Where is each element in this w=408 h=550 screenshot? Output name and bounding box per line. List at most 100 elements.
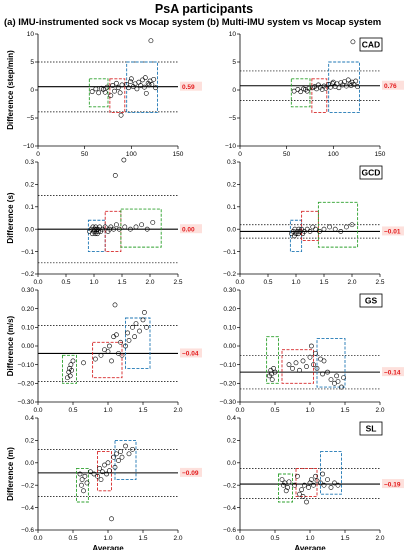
y-tick-label: 0.0 xyxy=(25,226,34,233)
data-point xyxy=(116,226,122,232)
data-point xyxy=(118,449,123,454)
y-tick-label: 0.2 xyxy=(25,438,34,445)
group-box-orange xyxy=(109,78,126,113)
x-tick-label: 1.0 xyxy=(103,407,112,414)
y-tick-label: 0.0 xyxy=(227,460,236,467)
group-box-green xyxy=(120,208,162,248)
data-point xyxy=(140,77,145,83)
data-point xyxy=(132,334,137,340)
x-tick-label: 0.0 xyxy=(235,535,244,542)
y-axis-title: Difference (m/s) xyxy=(6,315,15,376)
data-point xyxy=(98,477,104,482)
data-point xyxy=(335,379,341,384)
data-point xyxy=(119,454,125,460)
data-point xyxy=(109,516,114,522)
data-point xyxy=(108,93,114,98)
y-tick-label: −0.2 xyxy=(21,482,34,489)
y-tick-label: 0.20 xyxy=(223,306,236,313)
bias-label: −0.14 xyxy=(384,369,401,376)
data-point xyxy=(311,362,316,368)
x-tick-label: 2.0 xyxy=(347,279,356,286)
x-tick-label: 1.5 xyxy=(340,535,349,542)
group-box-green xyxy=(76,467,89,503)
x-tick-label: 0.0 xyxy=(33,279,42,286)
y-tick-label: 5 xyxy=(232,59,236,66)
bias-label: 0.59 xyxy=(182,84,195,91)
data-point xyxy=(137,328,142,334)
y-axis-title: Difference (s) xyxy=(6,192,15,243)
data-point xyxy=(81,360,86,366)
x-tick-label: 100 xyxy=(126,151,137,158)
y-tick-label: −0.1 xyxy=(223,249,236,256)
data-point xyxy=(329,80,335,86)
x-tick-label: 0 xyxy=(36,151,40,158)
y-tick-label: 0.00 xyxy=(21,343,34,350)
data-point xyxy=(325,477,330,482)
data-point xyxy=(105,460,111,466)
y-tick-label: −0.2 xyxy=(223,271,236,278)
data-point xyxy=(121,157,127,163)
data-point xyxy=(98,352,104,358)
data-point xyxy=(112,464,118,470)
data-point xyxy=(94,231,100,237)
data-point xyxy=(325,369,330,375)
data-point xyxy=(286,479,292,485)
data-point xyxy=(123,443,128,449)
data-point xyxy=(332,226,338,232)
data-point xyxy=(327,224,332,230)
data-point xyxy=(115,85,121,91)
data-point xyxy=(122,224,128,230)
y-tick-label: −0.1 xyxy=(21,249,34,256)
bias-label-background xyxy=(180,224,202,234)
y-tick-label: 0.2 xyxy=(25,182,34,189)
y-tick-label: 0.4 xyxy=(25,415,34,422)
data-point xyxy=(308,343,314,349)
group-box-orange xyxy=(311,78,328,113)
data-point xyxy=(110,83,116,88)
y-tick-label: 0.2 xyxy=(227,438,236,445)
y-tick-label: −5 xyxy=(229,115,237,122)
data-point xyxy=(70,358,76,364)
y-tick-label: −0.20 xyxy=(220,381,237,388)
data-point xyxy=(301,86,306,92)
data-point xyxy=(126,85,131,91)
y-tick-label: 0.4 xyxy=(227,415,236,422)
data-point xyxy=(328,485,334,490)
data-point xyxy=(141,84,147,90)
data-point xyxy=(320,471,325,477)
data-point xyxy=(114,451,119,457)
group-box-green xyxy=(290,78,311,108)
data-point xyxy=(114,80,119,86)
data-point xyxy=(140,317,146,323)
data-point xyxy=(84,480,90,486)
y-tick-label: 0.10 xyxy=(21,325,34,332)
data-point xyxy=(279,477,285,482)
data-point xyxy=(112,88,117,94)
x-tick-label: 0.5 xyxy=(68,535,77,542)
data-point xyxy=(114,332,119,338)
data-point xyxy=(300,358,306,364)
x-tick-label: 0.0 xyxy=(235,279,244,286)
data-point xyxy=(339,384,344,390)
column-heading-a: (a) IMU-instrumented sock vs Mocap syste… xyxy=(4,17,205,28)
data-point xyxy=(300,493,306,499)
data-point xyxy=(334,373,339,379)
data-point xyxy=(97,465,102,471)
y-tick-label: −0.30 xyxy=(220,399,237,406)
data-point xyxy=(345,77,351,83)
data-point xyxy=(290,365,295,371)
data-point xyxy=(304,364,309,369)
data-point xyxy=(335,482,341,488)
data-point xyxy=(93,356,98,362)
panel-label-box xyxy=(359,37,383,52)
x-tick-label: 150 xyxy=(375,151,386,158)
data-point xyxy=(112,173,118,178)
y-tick-label: −10 xyxy=(23,143,34,150)
panel-label-box xyxy=(359,165,383,180)
panel-b-GCD: −0.2 −0.1 0.0 0.1 0.2 0.3 0.0 0.5 1.0 1.5 2.0 2.5 −0… xyxy=(223,159,404,286)
x-axis-title: Average xyxy=(294,544,326,550)
y-tick-label: 0.00 xyxy=(223,343,236,350)
bias-label: −0.09 xyxy=(182,470,199,477)
y-tick-label: −0.10 xyxy=(220,362,237,369)
panel-b-GS: −0.30 −0.20 −0.10 0.00 0.10 0.20 0.30 0.0 0.5 1.0… xyxy=(220,287,404,414)
